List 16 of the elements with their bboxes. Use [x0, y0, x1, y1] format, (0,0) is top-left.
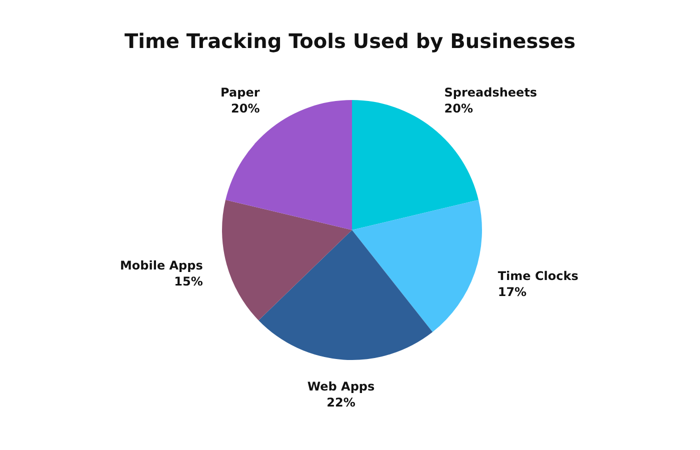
pie-slice: [226, 100, 352, 230]
slice-label: Time Clocks: [498, 269, 578, 284]
data-label: 22%: [326, 396, 356, 410]
data-label: 20%: [444, 102, 473, 116]
slice-label: Mobile Apps: [120, 258, 203, 273]
pie-slice: [352, 200, 482, 332]
chart-title: Time Tracking Tools Used by Businesses: [124, 29, 576, 53]
pie-slice: [222, 200, 352, 320]
data-label: 15%: [174, 274, 203, 289]
data-label: 20%: [231, 102, 260, 116]
pie-slice: [352, 100, 478, 230]
data-label: 17%: [498, 285, 527, 300]
pie-slice: [258, 230, 433, 360]
slice-label: Paper: [220, 86, 260, 100]
slice-label: Spreadsheets: [444, 86, 538, 100]
slice-label: Web Apps: [307, 380, 375, 394]
